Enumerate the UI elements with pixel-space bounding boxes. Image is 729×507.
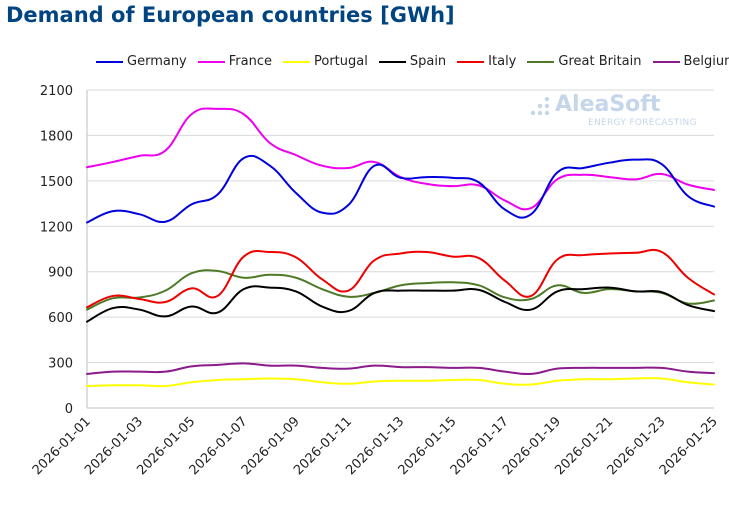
legend-swatch	[652, 60, 680, 63]
legend-swatch	[527, 60, 555, 63]
legend-swatch	[197, 60, 225, 63]
y-tick-label: 1200	[40, 220, 73, 235]
x-tick-label: 2026-01-07	[187, 414, 251, 478]
legend-label: Spain	[409, 54, 447, 69]
legend-item-portugal: Portugal	[283, 54, 368, 69]
legend-item-germany: Germany	[96, 54, 187, 69]
x-tick-label: 2026-01-23	[605, 414, 669, 478]
y-tick-label: 600	[48, 311, 73, 326]
legend-item-italy: Italy	[457, 54, 516, 69]
y-tick-label: 2100	[40, 84, 73, 99]
legend-label: Portugal	[314, 54, 368, 69]
legend-label: Belgium	[683, 54, 729, 69]
legend-swatch	[283, 60, 310, 63]
legend-item-france: France	[197, 54, 272, 69]
x-tick-label: 2026-01-01	[30, 414, 94, 478]
legend-item-belgium: Belgium	[652, 54, 729, 69]
y-tick-label: 1500	[40, 175, 73, 190]
x-tick-label: 2026-01-25	[657, 414, 721, 478]
legend-item-great-britain: Great Britain	[527, 54, 642, 69]
series-line-belgium	[86, 362, 715, 376]
legend-label: Italy	[488, 54, 517, 69]
x-tick-label: 2026-01-05	[134, 414, 198, 478]
legend-swatch	[96, 60, 123, 63]
series-line-germany	[86, 154, 715, 224]
series-line-great-britain	[86, 269, 715, 311]
x-tick-label: 2026-01-19	[500, 414, 564, 478]
legend-label: France	[228, 54, 272, 69]
chart-legend: Germany France Portugal Spain Italy Great Bri…	[96, 54, 729, 69]
x-tick-label: 2026-01-13	[343, 414, 407, 478]
watermark-tagline: ENERGY FORECASTING	[588, 118, 697, 128]
x-tick-label: 2026-01-15	[396, 414, 460, 478]
x-tick-label: 2026-01-11	[291, 414, 355, 478]
series-line-spain	[86, 285, 715, 323]
legend-item-spain: Spain	[378, 54, 447, 69]
chart-title: Demand of European countries [GWh]	[6, 3, 455, 27]
watermark-brand: AleaSoft	[555, 92, 661, 117]
x-tick-label: 2026-01-03	[82, 414, 146, 478]
legend-swatch	[378, 60, 406, 63]
series-line-italy	[86, 248, 715, 309]
legend-label: Great Britain	[558, 54, 642, 69]
legend-label: Germany	[127, 54, 187, 69]
y-tick-label: 0	[65, 402, 73, 417]
watermark-dots-icon	[530, 97, 550, 116]
y-tick-label: 300	[48, 357, 73, 372]
series-line-portugal	[86, 377, 715, 388]
y-tick-label: 900	[48, 266, 73, 281]
y-tick-label: 1800	[40, 129, 73, 144]
x-tick-label: 2026-01-09	[239, 414, 303, 478]
x-tick-label: 2026-01-21	[552, 414, 616, 478]
x-tick-label: 2026-01-17	[448, 414, 512, 478]
legend-swatch	[457, 60, 485, 63]
